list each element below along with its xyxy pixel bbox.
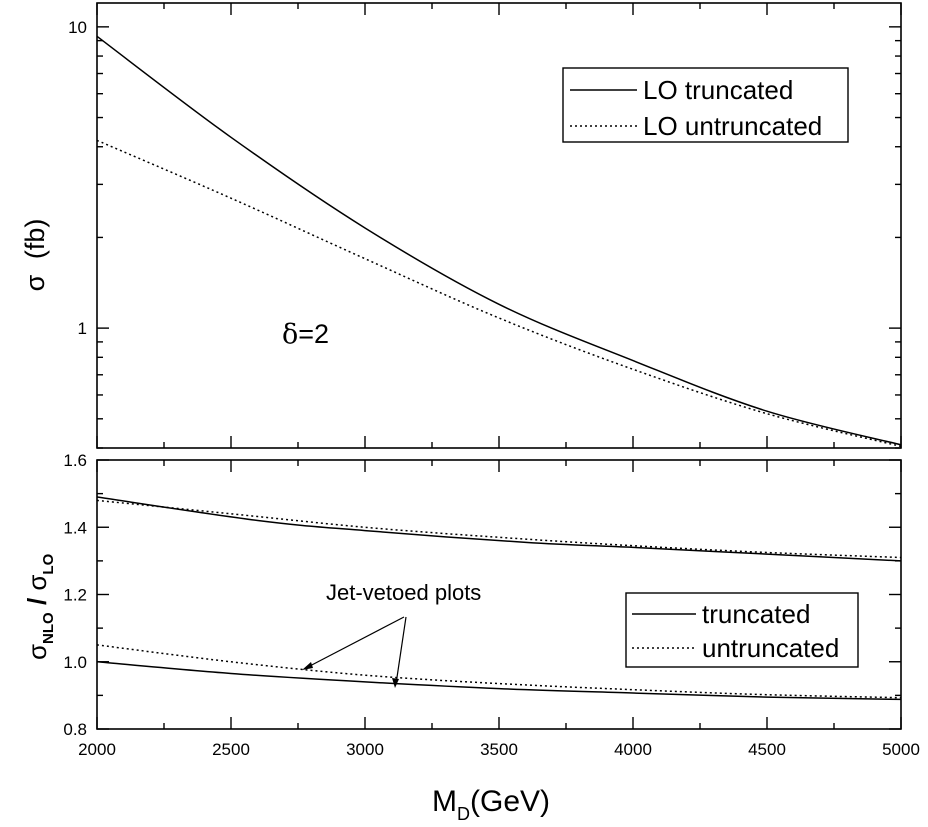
jet-vetoed-arrows (302, 616, 407, 688)
bottom-legend-label-truncated: truncated (702, 599, 810, 629)
top-legend-box (562, 67, 849, 143)
x-tick-label: 3000 (346, 740, 384, 759)
bottom-y-tick-label: 1.6 (63, 451, 87, 470)
x-tick-label: 4000 (614, 740, 652, 759)
top-ticks (96, 3, 902, 449)
bottom-ylabel-den: σ (22, 575, 52, 591)
top-legend: LO truncated LO untruncated (562, 67, 849, 143)
top-ylabel-symbol: σ (20, 274, 50, 291)
annotation-arrowhead-left (302, 662, 313, 670)
top-legend-label-untruncated: LO untruncated (643, 111, 822, 141)
annotation-arrow-right (395, 616, 407, 685)
top-ylabel-unit: (fb) (20, 219, 50, 260)
x-axis-title-rest: (GeV) (470, 785, 550, 818)
bottom-ticks (96, 459, 902, 730)
delta-annotation: δ=2 (282, 319, 329, 350)
bottom-ylabel-num: σ (22, 644, 52, 660)
bottom-panel: 0.8 1.0 1.2 1.4 1.6 2000 2500 3000 3500 4000 4500 5… (22, 451, 920, 824)
bottom-series-2-solid-line (96, 661, 902, 701)
jet-vetoed-annotation: Jet-vetoed plots (326, 580, 481, 605)
top-y-tick-label: 1 (78, 319, 87, 338)
bottom-y-tick-label: 0.8 (63, 720, 87, 739)
top-legend-label-truncated: LO truncated (643, 75, 793, 105)
top-series (96, 35, 902, 448)
top-panel: 1 10 σ (fb) δ=2 LO truncated LO untruncat… (20, 2, 902, 449)
bottom-ylabel-num-sub: NLO (40, 612, 57, 644)
delta-symbol: δ (282, 319, 298, 350)
bottom-y-tick-label: 1.2 (63, 586, 87, 605)
top-y-tick-label: 10 (68, 18, 87, 37)
bottom-y-axis-title: σNLO / σLO (22, 553, 57, 660)
bottom-series-3-dotted-line (96, 644, 902, 699)
bottom-ylabel-den-sub: LO (40, 553, 57, 574)
bottom-y-tick-label: 1.0 (63, 653, 87, 672)
bottom-y-tick-label: 1.4 (63, 518, 87, 537)
x-tick-label: 4500 (748, 740, 786, 759)
bottom-series-1-dotted-line (96, 499, 902, 559)
bottom-series-0-solid-line (96, 496, 902, 562)
x-axis-title-sub: D (457, 804, 470, 824)
top-y-axis-title: σ (fb) (20, 219, 50, 292)
annotation-arrowhead-right (392, 678, 399, 688)
top-tick-labels: 1 10 (68, 18, 87, 338)
bottom-series (96, 496, 902, 701)
bottom-legend: truncated untruncated (625, 592, 859, 668)
bottom-legend-box (625, 592, 859, 668)
x-tick-label: 2000 (78, 740, 116, 759)
x-tick-label: 3500 (480, 740, 518, 759)
top-series-0-solid-line (96, 35, 902, 446)
annotation-arrow-left (305, 616, 405, 669)
x-tick-label: 5000 (882, 740, 920, 759)
bottom-legend-label-untruncated: untruncated (702, 633, 839, 663)
x-axis-title-main: M (432, 785, 457, 818)
bottom-ylabel-sep: / (22, 591, 52, 613)
x-tick-label: 2500 (212, 740, 250, 759)
delta-value: =2 (298, 319, 329, 349)
x-axis-title: MD(GeV) (432, 785, 550, 824)
bottom-tick-labels: 0.8 1.0 1.2 1.4 1.6 2000 2500 3000 3500 4000 4500 5… (63, 451, 920, 759)
top-series-1-dotted-line (96, 139, 902, 448)
